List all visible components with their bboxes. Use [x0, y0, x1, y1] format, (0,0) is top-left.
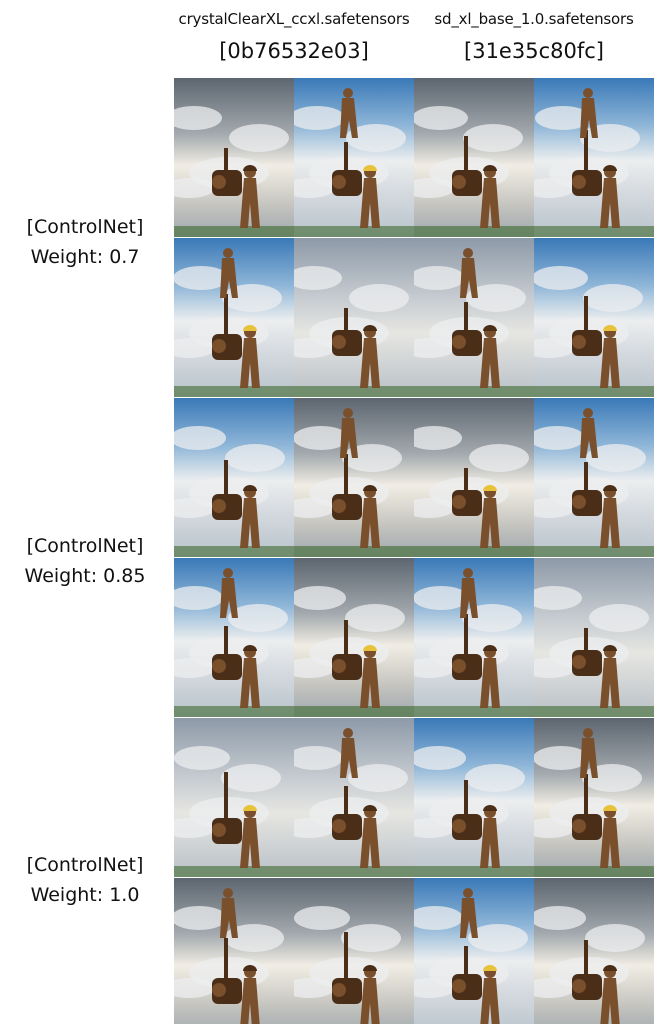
generated-image [294, 878, 414, 1024]
generated-image [174, 78, 294, 237]
generated-image [414, 718, 534, 877]
generated-image [414, 238, 534, 397]
generated-image [174, 878, 294, 1024]
row-label-line2: Weight: 0.85 [24, 565, 146, 587]
row-label-line1: [ControlNet] [26, 535, 144, 557]
generated-image [414, 878, 534, 1024]
column-header-sdxl-base: sd_xl_base_1.0.safetensors [31e35c80fc] [414, 8, 654, 66]
generated-image [174, 718, 294, 877]
row-label-weight-0-85: [ControlNet] Weight: 0.85 [0, 531, 170, 591]
generated-image [294, 238, 414, 397]
column-model-hash: [31e35c80fc] [464, 39, 604, 63]
generated-image [414, 78, 534, 237]
generated-image [534, 238, 654, 397]
column-model-hash: [0b76532e03] [219, 39, 369, 63]
row-label-line1: [ControlNet] [26, 216, 144, 238]
generated-image [534, 78, 654, 237]
generated-image [174, 238, 294, 397]
generated-image [294, 398, 414, 557]
image-grid [174, 78, 654, 1024]
column-model-name: crystalClearXL_ccxl.safetensors [178, 10, 410, 28]
generated-image [534, 878, 654, 1024]
generated-image [294, 78, 414, 237]
row-label-weight-0-7: [ControlNet] Weight: 0.7 [0, 212, 170, 272]
generated-image [294, 718, 414, 877]
generated-image [534, 398, 654, 557]
row-label-line1: [ControlNet] [26, 854, 144, 876]
row-label-line2: Weight: 1.0 [30, 884, 140, 906]
generated-image [294, 558, 414, 717]
column-model-name: sd_xl_base_1.0.safetensors [434, 10, 634, 28]
generated-image [414, 558, 534, 717]
column-header-crystalclear: crystalClearXL_ccxl.safetensors [0b76532… [174, 8, 414, 66]
row-label-line2: Weight: 0.7 [30, 246, 140, 268]
generated-image [174, 398, 294, 557]
generated-image [414, 398, 534, 557]
generated-image [174, 558, 294, 717]
generated-image [534, 718, 654, 877]
row-label-weight-1-0: [ControlNet] Weight: 1.0 [0, 850, 170, 910]
generated-image [534, 558, 654, 717]
